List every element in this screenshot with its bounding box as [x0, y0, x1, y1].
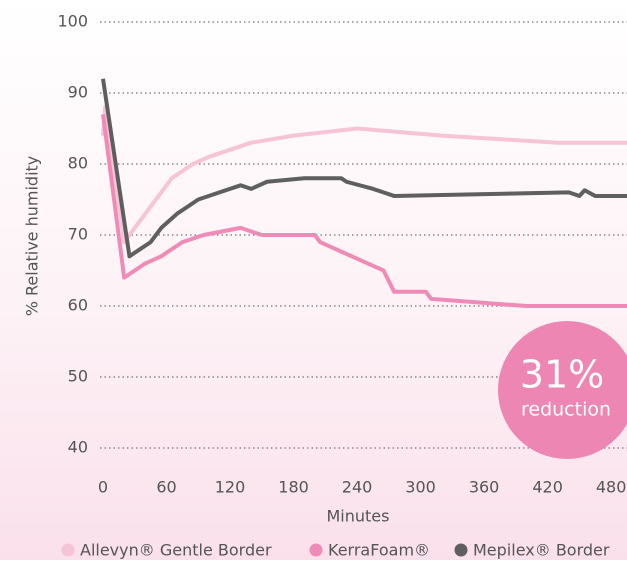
x-tick-label: 480	[596, 478, 627, 497]
x-tick-label: 60	[156, 478, 176, 497]
line-series	[101, 105, 627, 245]
x-tick-label: 120	[215, 478, 246, 497]
legend-label: Allevyn® Gentle Border	[80, 541, 272, 560]
y-tick-label: 80	[68, 154, 88, 173]
annotation-value: 31%	[520, 353, 604, 397]
x-tick-label: 0	[98, 478, 108, 497]
line-series	[101, 78, 627, 259]
x-tick-label: 180	[278, 478, 309, 497]
legend-swatch	[454, 543, 468, 557]
x-axis-label: Minutes	[327, 507, 390, 526]
y-tick-label: 90	[68, 83, 88, 102]
x-tick-label: 300	[405, 478, 436, 497]
y-tick-label: 100	[57, 12, 88, 31]
x-tick-label: 240	[342, 478, 373, 497]
legend-label: Mepilex® Border	[473, 541, 610, 560]
line-series	[101, 114, 627, 308]
legend-label: KerraFoam®	[328, 541, 430, 560]
x-tick-label: 360	[469, 478, 500, 497]
y-tick-label: 40	[68, 438, 88, 457]
legend-swatch	[309, 543, 323, 557]
y-axis-label: % Relative humidity	[23, 156, 42, 317]
y-tick-label: 50	[68, 367, 88, 386]
annotation-bubble	[498, 321, 627, 459]
y-tick-label: 70	[68, 225, 88, 244]
legend-swatch	[61, 543, 75, 557]
x-tick-label: 420	[532, 478, 563, 497]
y-tick-label: 60	[68, 296, 88, 315]
annotation-text: reduction	[521, 399, 611, 421]
